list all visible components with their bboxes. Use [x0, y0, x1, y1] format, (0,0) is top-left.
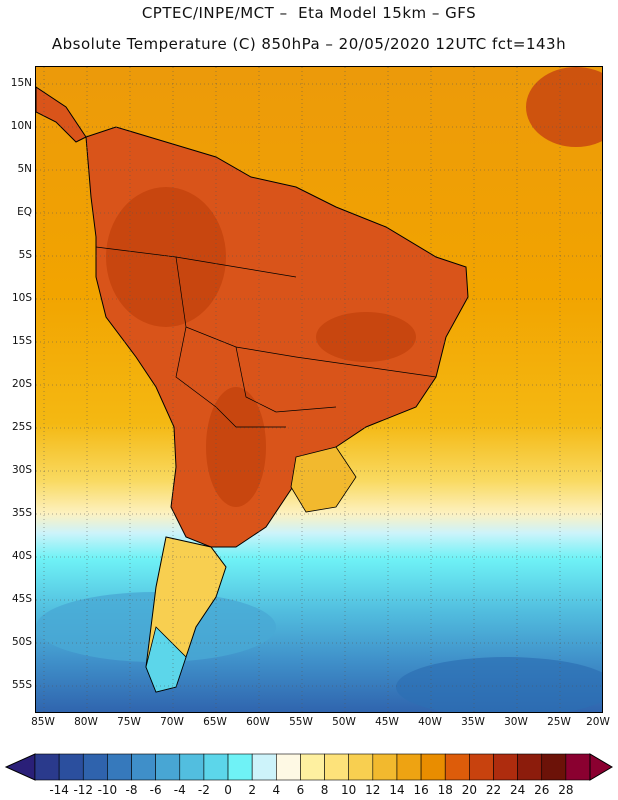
colorbar-label: -8: [125, 783, 138, 797]
colorbar-label: -10: [97, 783, 118, 797]
lat-label: 10N: [10, 120, 32, 132]
colorbar-label: 4: [272, 783, 281, 797]
colorbar-cell: [251, 753, 277, 781]
lon-label: 85W: [31, 716, 55, 728]
colorbar-cell: [34, 753, 60, 781]
colorbar-cell: [493, 753, 518, 781]
colorbar-cell: [203, 753, 229, 781]
lon-label: 80W: [74, 716, 98, 728]
colorbar-cell: [565, 753, 591, 781]
colorbar-cell: [348, 753, 374, 781]
colorbar-label: -12: [73, 783, 94, 797]
colorbar-label: 18: [437, 783, 453, 797]
lat-label: 35S: [11, 507, 32, 519]
colorbar-cell: [107, 753, 132, 781]
hotspot-northeast: [526, 67, 602, 147]
colorbar-cell: [58, 753, 84, 781]
lon-label: 75W: [117, 716, 141, 728]
lon-label: 65W: [203, 716, 227, 728]
colorbar-cell: [517, 753, 543, 781]
lat-label: 15N: [10, 77, 32, 89]
temperature-map: [35, 66, 603, 713]
lon-label: 30W: [504, 716, 528, 728]
lon-label: 55W: [289, 716, 313, 728]
map-title-line2: Absolute Temperature (C) 850hPa – 20/05/…: [51, 35, 567, 53]
hot-core-amazon: [106, 187, 226, 327]
colorbar-cell: [541, 753, 567, 781]
lat-label: 55S: [11, 679, 32, 691]
colorbar-label: 26: [534, 783, 550, 797]
hot-core-brazil: [316, 312, 416, 362]
hot-core-chaco: [206, 387, 266, 507]
lat-label: 20S: [11, 378, 32, 390]
colorbar-label: -2: [197, 783, 210, 797]
colorbar-label: 14: [389, 783, 405, 797]
lon-label: 50W: [332, 716, 356, 728]
colorbar-cell: [227, 753, 253, 781]
lat-label: 25S: [11, 421, 32, 433]
colorbar-low-arrow: [4, 753, 36, 781]
temperature-field: [36, 67, 602, 712]
colorbar-label: 16: [413, 783, 429, 797]
colorbar-cell: [372, 753, 398, 781]
colorbar-label: 8: [320, 783, 329, 797]
lon-label: 70W: [160, 716, 184, 728]
map-title-line1: CPTEC/INPE/MCT – Eta Model 15km – GFS: [141, 4, 477, 22]
colorbar-label: 22: [485, 783, 502, 797]
colorbar-cell: [396, 753, 422, 781]
colorbar-cell: [82, 753, 108, 781]
lat-label: 5N: [17, 163, 32, 175]
lon-label: 45W: [375, 716, 399, 728]
colorbar-label: 12: [365, 783, 381, 797]
lon-label: 20W: [586, 716, 610, 728]
southern-brazil: [290, 446, 357, 513]
colorbar-cell: [155, 753, 181, 781]
colorbar-label: 10: [341, 783, 357, 797]
colorbar: [4, 753, 613, 781]
colorbar-cell: [276, 753, 301, 781]
lat-label: 5S: [18, 249, 32, 261]
colorbar-label: 0: [224, 783, 232, 797]
colorbar-label: 20: [461, 783, 477, 797]
colorbar-label: -6: [149, 783, 162, 797]
cold-tongue-east: [396, 657, 602, 712]
colorbar-high-arrow: [589, 753, 613, 781]
lat-label: 10S: [11, 292, 32, 304]
central-america: [36, 86, 87, 143]
lat-label: 30S: [11, 464, 32, 476]
colorbar-cell: [469, 753, 494, 781]
colorbar-cell: [300, 753, 325, 781]
graticule: [36, 67, 602, 712]
lon-label: 35W: [461, 716, 485, 728]
colorbar-cell: [179, 753, 205, 781]
colorbar-label: -14: [49, 783, 69, 797]
colorbar-label: 2: [248, 783, 256, 797]
colorbar-cell: [324, 753, 349, 781]
lat-label: 15S: [11, 335, 32, 347]
colorbar-cell: [444, 753, 470, 781]
colorbar-label: 6: [296, 783, 305, 797]
lat-label: 40S: [11, 550, 32, 562]
lat-label: EQ: [17, 206, 32, 218]
lat-label: 45S: [11, 593, 32, 605]
colorbar-label: -4: [173, 783, 186, 797]
lon-label: 25W: [547, 716, 571, 728]
lat-label: 50S: [11, 636, 32, 648]
colorbar-cell: [131, 753, 156, 781]
colorbar-cell: [420, 753, 446, 781]
lon-label: 40W: [418, 716, 442, 728]
colorbar-label: 24: [509, 783, 526, 797]
country-borders: [95, 246, 437, 428]
lon-label: 60W: [246, 716, 270, 728]
colorbar-label: 28: [558, 783, 574, 797]
